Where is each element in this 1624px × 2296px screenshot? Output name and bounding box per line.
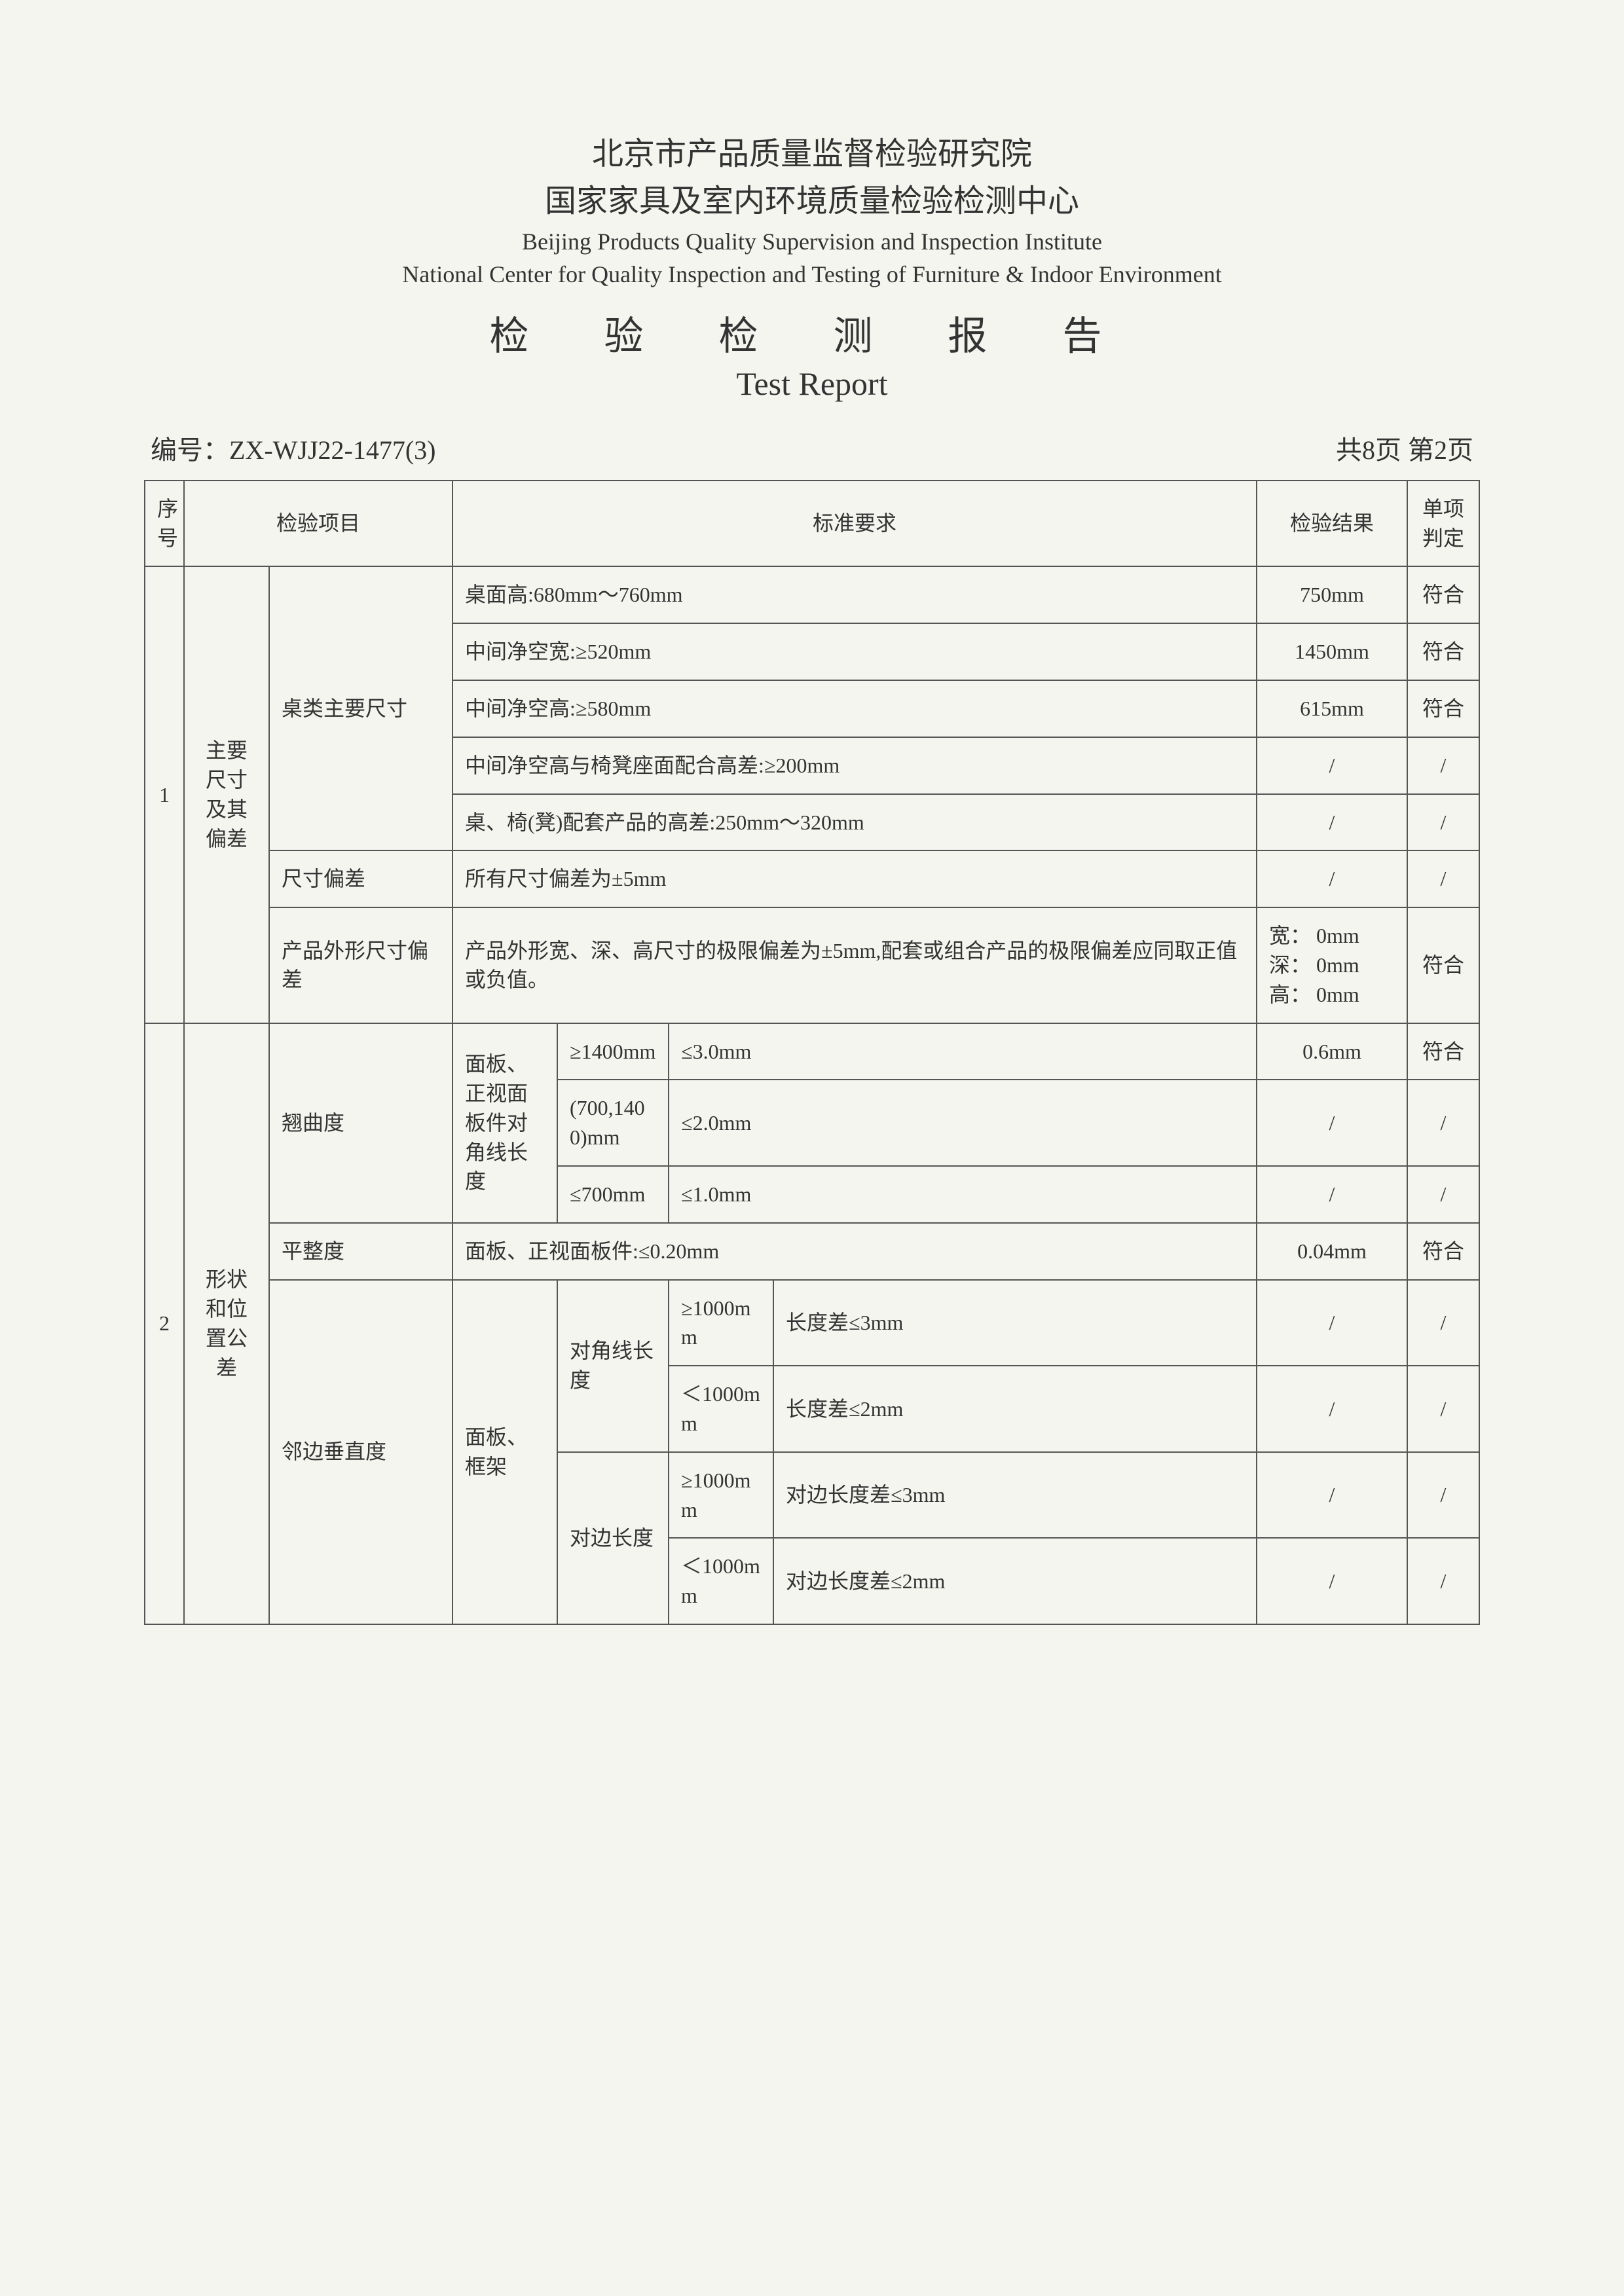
- result: 0.04mm: [1257, 1223, 1407, 1280]
- opp-label: 对边长度: [557, 1452, 669, 1624]
- judge: /: [1407, 794, 1479, 851]
- meta-row: 编号：ZX-WJJ22-1477(3) 共8页 第2页: [151, 429, 1473, 467]
- judge: /: [1407, 1452, 1479, 1539]
- org-cn-line2: 国家家具及室内环境质量检验检测中心: [144, 178, 1480, 225]
- limit: ≤3.0mm: [669, 1023, 1257, 1080]
- cond: ≥1400mm: [557, 1023, 669, 1080]
- cond: ≥1000mm: [669, 1452, 773, 1539]
- result: /: [1257, 1452, 1407, 1539]
- judge: 符合: [1407, 1223, 1479, 1280]
- group-1: 主要尺寸及其偏差: [184, 566, 269, 1023]
- result: 宽： 0mm 深： 0mm 高： 0mm: [1257, 907, 1407, 1023]
- result: /: [1257, 1538, 1407, 1624]
- report-header: 北京市产品质量监督检验研究院 国家家具及室内环境质量检验检测中心 Beijing…: [144, 131, 1480, 403]
- group-2: 形状和位置公差: [184, 1023, 269, 1624]
- limit: 长度差≤2mm: [773, 1366, 1257, 1452]
- perp-sublabel: 面板、框架: [452, 1280, 557, 1624]
- diag-label: 对角线长度: [557, 1280, 669, 1452]
- result: /: [1257, 737, 1407, 794]
- result: 615mm: [1257, 680, 1407, 737]
- req: 中间净空高与椅凳座面配合高差:≥200mm: [452, 737, 1257, 794]
- judge: 符合: [1407, 1023, 1479, 1080]
- judge: /: [1407, 1166, 1479, 1223]
- result: /: [1257, 1166, 1407, 1223]
- cond: (700,1400)mm: [557, 1080, 669, 1166]
- title-en: Test Report: [144, 365, 1480, 403]
- judge: 符合: [1407, 623, 1479, 680]
- result: 750mm: [1257, 566, 1407, 623]
- cond: ＜1000mm: [669, 1366, 773, 1452]
- table-row: 1 主要尺寸及其偏差 桌类主要尺寸 桌面高:680mm～760mm 750mm …: [145, 566, 1479, 623]
- sub-b: 尺寸偏差: [269, 850, 452, 907]
- limit: 对边长度差≤2mm: [773, 1538, 1257, 1624]
- judge: 符合: [1407, 566, 1479, 623]
- th-requirement: 标准要求: [452, 481, 1257, 567]
- result: 0.6mm: [1257, 1023, 1407, 1080]
- result: /: [1257, 794, 1407, 851]
- req: 桌、椅(凳)配套产品的高差:250mm～320mm: [452, 794, 1257, 851]
- req: 中间净空高:≥580mm: [452, 680, 1257, 737]
- cond: ≥1000mm: [669, 1280, 773, 1366]
- table-row: 尺寸偏差 所有尺寸偏差为±5mm / /: [145, 850, 1479, 907]
- table-header-row: 序号 检验项目 标准要求 检验结果 单项判定: [145, 481, 1479, 567]
- judge: /: [1407, 1538, 1479, 1624]
- cond: ＜1000mm: [669, 1538, 773, 1624]
- table-row: 产品外形尺寸偏差 产品外形宽、深、高尺寸的极限偏差为±5mm,配套或组合产品的极…: [145, 907, 1479, 1023]
- title-cn: 检 验 检 测 报 告: [144, 304, 1480, 361]
- serial: 编号：ZX-WJJ22-1477(3): [151, 429, 436, 467]
- org-en-line1: Beijing Products Quality Supervision and…: [144, 225, 1480, 258]
- req: 面板、正视面板件:≤0.20mm: [452, 1223, 1257, 1280]
- limit: 长度差≤3mm: [773, 1280, 1257, 1366]
- req: 桌面高:680mm～760mm: [452, 566, 1257, 623]
- result: /: [1257, 1080, 1407, 1166]
- th-judge: 单项判定: [1407, 481, 1479, 567]
- req: 产品外形宽、深、高尺寸的极限偏差为±5mm,配套或组合产品的极限偏差应同取正值或…: [452, 907, 1257, 1023]
- warp-label: 翘曲度: [269, 1023, 452, 1223]
- org-cn-line1: 北京市产品质量监督检验研究院: [144, 131, 1480, 178]
- limit: ≤1.0mm: [669, 1166, 1257, 1223]
- seq-1: 1: [145, 566, 184, 1023]
- report-table: 序号 检验项目 标准要求 检验结果 单项判定 1 主要尺寸及其偏差 桌类主要尺寸…: [144, 480, 1480, 1625]
- result: /: [1257, 1366, 1407, 1452]
- th-seq: 序号: [145, 481, 184, 567]
- warp-sublabel: 面板、正视面板件对角线长度: [452, 1023, 557, 1223]
- result: /: [1257, 850, 1407, 907]
- limit: ≤2.0mm: [669, 1080, 1257, 1166]
- judge: /: [1407, 737, 1479, 794]
- perp-label: 邻边垂直度: [269, 1280, 452, 1624]
- judge: /: [1407, 1280, 1479, 1366]
- th-result: 检验结果: [1257, 481, 1407, 567]
- page-info: 共8页 第2页: [1336, 429, 1473, 467]
- sub-c: 产品外形尺寸偏差: [269, 907, 452, 1023]
- table-row: 平整度 面板、正视面板件:≤0.20mm 0.04mm 符合: [145, 1223, 1479, 1280]
- judge: /: [1407, 1366, 1479, 1452]
- org-en-line2: National Center for Quality Inspection a…: [144, 258, 1480, 291]
- serial-value: ZX-WJJ22-1477(3): [229, 435, 436, 465]
- serial-label: 编号：: [151, 435, 229, 465]
- th-item: 检验项目: [184, 481, 452, 567]
- limit: 对边长度差≤3mm: [773, 1452, 1257, 1539]
- result: /: [1257, 1280, 1407, 1366]
- judge: /: [1407, 850, 1479, 907]
- req: 所有尺寸偏差为±5mm: [452, 850, 1257, 907]
- seq-2: 2: [145, 1023, 184, 1624]
- cond: ≤700mm: [557, 1166, 669, 1223]
- judge: 符合: [1407, 907, 1479, 1023]
- judge: /: [1407, 1080, 1479, 1166]
- sub-a: 桌类主要尺寸: [269, 566, 452, 850]
- judge: 符合: [1407, 680, 1479, 737]
- flat-label: 平整度: [269, 1223, 452, 1280]
- result: 1450mm: [1257, 623, 1407, 680]
- table-row: 邻边垂直度 面板、框架 对角线长度 ≥1000mm 长度差≤3mm / /: [145, 1280, 1479, 1366]
- table-row: 2 形状和位置公差 翘曲度 面板、正视面板件对角线长度 ≥1400mm ≤3.0…: [145, 1023, 1479, 1080]
- req: 中间净空宽:≥520mm: [452, 623, 1257, 680]
